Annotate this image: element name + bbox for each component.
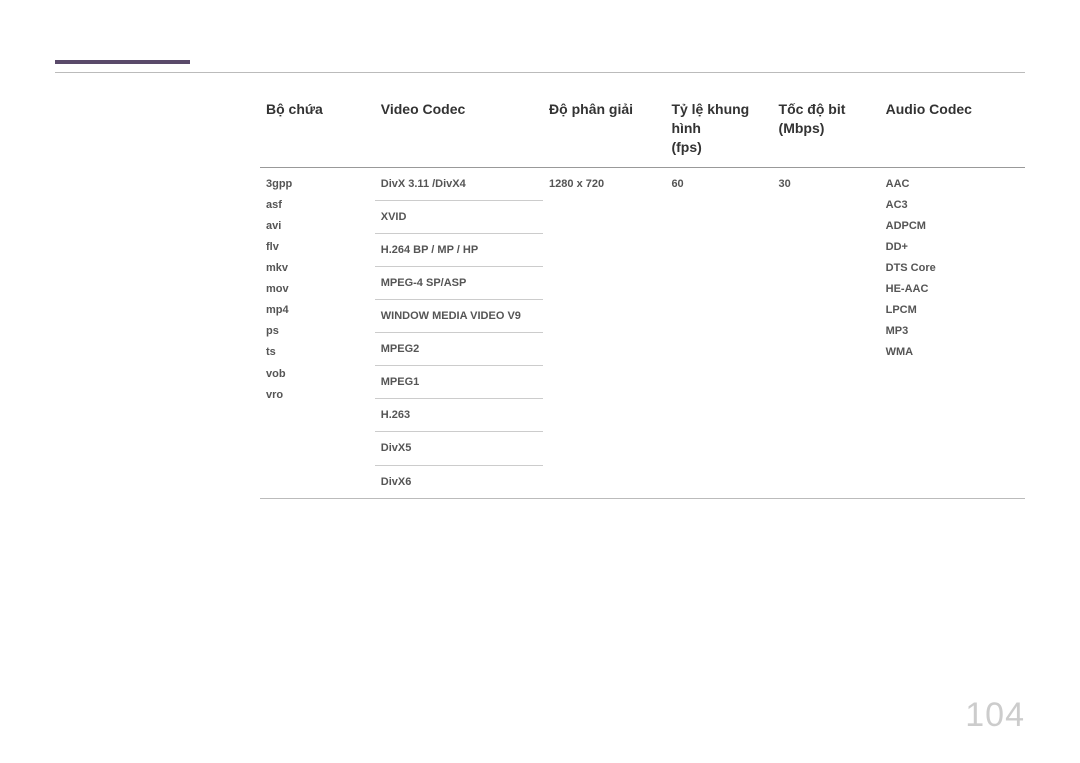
video-codec-item: DivX 3.11 /DivX4 <box>375 168 543 201</box>
resolution-value: 1280 x 720 <box>543 168 665 200</box>
audio-codec-item: MP3 <box>886 325 1019 337</box>
cell-resolution: 1280 x 720 <box>543 167 665 498</box>
audio-codec-item: DD+ <box>886 241 1019 253</box>
video-codec-item: H.263 <box>375 399 543 432</box>
table-data-row: 3gpp asf avi flv mkv mov mp4 ps ts vob vro DivX 3.… <box>260 167 1025 498</box>
container-item: mov <box>266 283 369 295</box>
audio-codec-item: AC3 <box>886 199 1019 211</box>
header-container: Bộ chứa <box>260 92 375 167</box>
audio-codec-item: LPCM <box>886 304 1019 316</box>
cell-video-codecs: DivX 3.11 /DivX4XVIDH.264 BP / MP / HPMP… <box>375 167 543 498</box>
container-item: vob <box>266 368 369 380</box>
bitrate-value: 30 <box>773 168 880 200</box>
top-accent-bar <box>55 60 190 64</box>
audio-codec-item: WMA <box>886 346 1019 358</box>
video-codec-item: MPEG2 <box>375 333 543 366</box>
container-item: 3gpp <box>266 178 369 190</box>
container-item: vro <box>266 389 369 401</box>
video-codec-item: MPEG-4 SP/ASP <box>375 267 543 300</box>
page-number: 104 <box>965 696 1025 735</box>
codec-spec-table: Bộ chứa Video Codec Độ phân giải Tỷ lệ k… <box>260 92 1025 499</box>
content-area: Bộ chứa Video Codec Độ phân giải Tỷ lệ k… <box>260 92 1025 499</box>
container-item: ts <box>266 346 369 358</box>
cell-audio-codecs: AAC AC3 ADPCM DD+ DTS Core HE-AAC LPCM MP3 WMA <box>880 167 1025 498</box>
header-video-codec: Video Codec <box>375 92 543 167</box>
container-item: avi <box>266 220 369 232</box>
audio-codec-item: AAC <box>886 178 1019 190</box>
audio-codec-item: HE-AAC <box>886 283 1019 295</box>
header-resolution: Độ phân giải <box>543 92 665 167</box>
framerate-value: 60 <box>665 168 772 200</box>
container-item: mkv <box>266 262 369 274</box>
container-item: flv <box>266 241 369 253</box>
container-item: ps <box>266 325 369 337</box>
container-item: asf <box>266 199 369 211</box>
top-horizontal-rule <box>55 72 1025 73</box>
audio-codec-item: DTS Core <box>886 262 1019 274</box>
video-codec-item: DivX5 <box>375 432 543 465</box>
header-framerate: Tỷ lệ khung hình(fps) <box>665 92 772 167</box>
video-codec-item: H.264 BP / MP / HP <box>375 234 543 267</box>
cell-framerate: 60 <box>665 167 772 498</box>
audio-codec-item: ADPCM <box>886 220 1019 232</box>
table-header-row: Bộ chứa Video Codec Độ phân giải Tỷ lệ k… <box>260 92 1025 167</box>
header-audio-codec: Audio Codec <box>880 92 1025 167</box>
document-page: Bộ chứa Video Codec Độ phân giải Tỷ lệ k… <box>0 0 1080 763</box>
video-codec-item: DivX6 <box>375 466 543 498</box>
header-bitrate: Tốc độ bit(Mbps) <box>773 92 880 167</box>
cell-containers: 3gpp asf avi flv mkv mov mp4 ps ts vob vro <box>260 167 375 498</box>
video-codec-item: XVID <box>375 201 543 234</box>
cell-bitrate: 30 <box>773 167 880 498</box>
video-codec-item: MPEG1 <box>375 366 543 399</box>
container-item: mp4 <box>266 304 369 316</box>
video-codec-item: WINDOW MEDIA VIDEO V9 <box>375 300 543 333</box>
